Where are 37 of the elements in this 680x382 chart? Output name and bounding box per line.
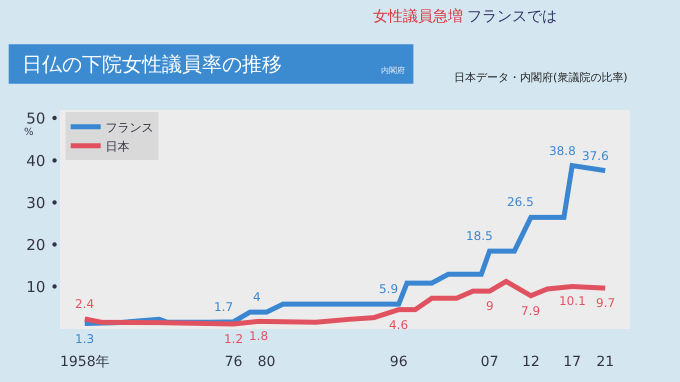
data-label: 38.8 <box>549 144 576 158</box>
data-label: 5.9 <box>379 282 398 296</box>
y-tick-label: 40 • <box>26 152 59 170</box>
y-tick-label: 10 • <box>26 278 59 296</box>
data-label: 1.8 <box>249 329 268 343</box>
text: 内閣府 <box>381 66 405 75</box>
data-label: 4.6 <box>389 318 408 332</box>
x-tick-label: 07 <box>480 354 498 370</box>
data-label: 2.4 <box>75 297 94 311</box>
data-label: 9.7 <box>596 296 616 310</box>
x-tick-label: 17 <box>563 354 582 370</box>
data-label: 7.9 <box>521 304 540 318</box>
data-label: 10.1 <box>559 294 586 308</box>
data-label: 26.5 <box>507 195 534 209</box>
y-tick-label: 50 • <box>26 110 59 128</box>
data-label: 37.6 <box>582 149 609 163</box>
x-tick-label: 76 <box>224 354 242 370</box>
chart-title: 日仏の下院女性議員率の推移 <box>22 52 282 76</box>
data-label: 9 <box>486 299 494 313</box>
legend-label: 日本 <box>106 139 130 154</box>
data-label: 1.2 <box>224 332 244 346</box>
x-tick-label: 80 <box>258 354 276 370</box>
x-tick-label: 96 <box>390 354 408 370</box>
data-label: 4 <box>253 290 261 304</box>
data-label: 1.3 <box>75 332 94 346</box>
text: 女性議員急増 <box>373 7 463 25</box>
x-tick-label: 12 <box>522 354 540 370</box>
y-axis-title: % <box>24 127 34 138</box>
legend-label: フランス <box>106 120 154 134</box>
data-label: 18.5 <box>466 229 493 243</box>
x-tick-label: 21 <box>596 354 614 370</box>
x-tick-label: 1958年 <box>60 354 110 370</box>
data-label: 1.7 <box>214 300 234 314</box>
chart-subtitle: 日本データ・内閣府(衆議院の比率) <box>454 71 628 84</box>
text: フランスでは <box>467 7 557 25</box>
y-tick-label: 30 • <box>26 194 59 212</box>
y-tick-label: 20 • <box>26 236 59 254</box>
